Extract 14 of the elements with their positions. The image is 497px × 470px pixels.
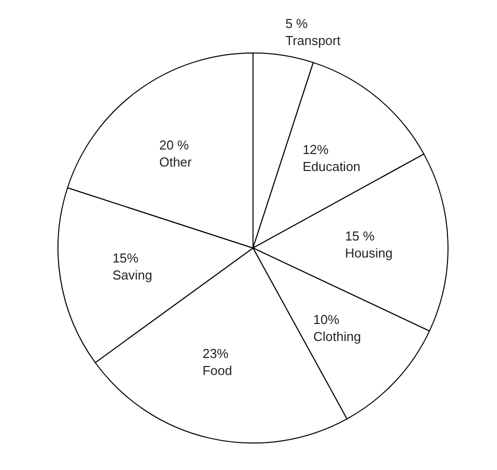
data-label: 10%: [313, 312, 340, 328]
data-label: 12%: [302, 142, 330, 157]
slice-label: Housing: [344, 245, 393, 260]
data-label: 15 %: [344, 228, 376, 244]
slice-label: Transport: [285, 32, 341, 48]
slice-label: Food: [202, 363, 232, 378]
data-label: 5 %: [285, 16, 308, 31]
data-label: 20 %: [159, 137, 190, 152]
slice-label: Education: [302, 158, 360, 174]
slice-label: Clothing: [313, 329, 361, 344]
data-label: 15%: [112, 250, 139, 266]
data-label: 23%: [202, 346, 229, 362]
slice-label: Other: [159, 154, 192, 170]
slice-label: Saving: [112, 267, 152, 282]
